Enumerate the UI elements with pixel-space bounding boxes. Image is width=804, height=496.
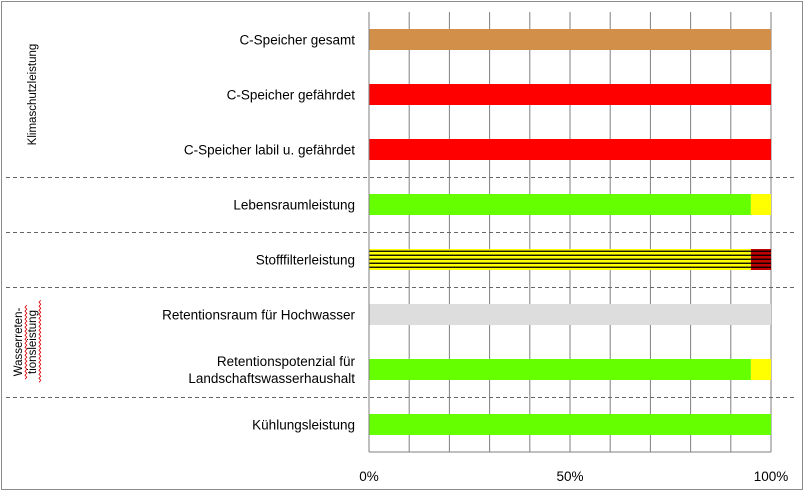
category-label-2: C-Speicher labil u. gefährdet <box>184 143 355 158</box>
x-tick-label-0: 0% <box>359 469 379 484</box>
category-label-0: C-Speicher gesamt <box>239 33 355 48</box>
plot-area: C-Speicher gesamt C-Speicher gefährdet C-S… <box>6 12 797 484</box>
spellcheck-underline-1-0 <box>24 304 28 380</box>
bar-segment-0-0 <box>369 29 771 50</box>
category-label-1: C-Speicher gefährdet <box>227 88 356 103</box>
x-tick-label-2: 100% <box>754 469 789 484</box>
bar-segment-3-1 <box>750 194 771 215</box>
bar-segment-4-0 <box>369 249 751 270</box>
x-tick-label-1: 50% <box>556 469 583 484</box>
category-label-3: Lebensraumleistung <box>233 198 355 213</box>
bar-segment-1-0 <box>369 84 771 105</box>
group-label-0: Klimaschutzleistung <box>27 44 39 146</box>
bar-segment-5-0 <box>369 304 771 325</box>
spellcheck-underline-1-1 <box>38 300 42 383</box>
bar-segment-6-1 <box>750 359 771 380</box>
bar-segment-4-1 <box>750 249 771 270</box>
category-label-5: Retentionsraum für Hochwasser <box>162 308 355 323</box>
category-label-7: Kühlungsleistung <box>252 418 355 433</box>
group-label-1: Wasserreten-tionsleistung <box>13 308 39 377</box>
bar-segment-3-0 <box>369 194 751 215</box>
category-label-4: Stofffilterleistung <box>256 253 355 268</box>
bar-segment-2-0 <box>369 139 771 160</box>
category-label-6: Retentionspotenzial für Landschaftswasser… <box>188 354 355 386</box>
bar-segment-7-0 <box>369 414 771 435</box>
bar-segment-6-0 <box>369 359 751 380</box>
